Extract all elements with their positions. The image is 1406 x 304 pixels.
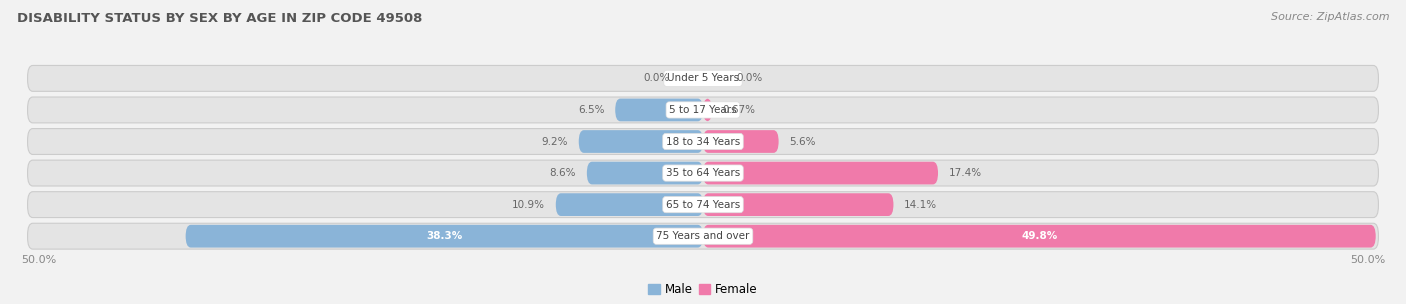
- Text: 49.8%: 49.8%: [1021, 231, 1057, 241]
- FancyBboxPatch shape: [28, 129, 1378, 154]
- Legend: Male, Female: Male, Female: [644, 278, 762, 301]
- Text: DISABILITY STATUS BY SEX BY AGE IN ZIP CODE 49508: DISABILITY STATUS BY SEX BY AGE IN ZIP C…: [17, 12, 422, 25]
- FancyBboxPatch shape: [616, 98, 703, 121]
- Text: 50.0%: 50.0%: [21, 255, 56, 265]
- FancyBboxPatch shape: [28, 65, 1378, 91]
- FancyBboxPatch shape: [703, 162, 938, 185]
- Text: 5.6%: 5.6%: [789, 136, 815, 147]
- Text: 38.3%: 38.3%: [426, 231, 463, 241]
- Text: 0.0%: 0.0%: [643, 73, 669, 83]
- Text: 17.4%: 17.4%: [949, 168, 981, 178]
- Text: 65 to 74 Years: 65 to 74 Years: [666, 200, 740, 210]
- Text: 0.0%: 0.0%: [737, 73, 763, 83]
- FancyBboxPatch shape: [703, 98, 711, 121]
- Text: 5 to 17 Years: 5 to 17 Years: [669, 105, 737, 115]
- Text: 35 to 64 Years: 35 to 64 Years: [666, 168, 740, 178]
- Text: 9.2%: 9.2%: [541, 136, 568, 147]
- Text: 18 to 34 Years: 18 to 34 Years: [666, 136, 740, 147]
- FancyBboxPatch shape: [579, 130, 703, 153]
- FancyBboxPatch shape: [186, 225, 703, 247]
- FancyBboxPatch shape: [703, 130, 779, 153]
- Text: Under 5 Years: Under 5 Years: [666, 73, 740, 83]
- Text: 6.5%: 6.5%: [578, 105, 605, 115]
- FancyBboxPatch shape: [28, 97, 1378, 123]
- FancyBboxPatch shape: [703, 193, 893, 216]
- FancyBboxPatch shape: [703, 225, 1375, 247]
- Text: 14.1%: 14.1%: [904, 200, 938, 210]
- Text: Source: ZipAtlas.com: Source: ZipAtlas.com: [1271, 12, 1389, 22]
- FancyBboxPatch shape: [28, 160, 1378, 186]
- Text: 50.0%: 50.0%: [1350, 255, 1385, 265]
- FancyBboxPatch shape: [555, 193, 703, 216]
- Text: 75 Years and over: 75 Years and over: [657, 231, 749, 241]
- FancyBboxPatch shape: [28, 192, 1378, 218]
- Text: 8.6%: 8.6%: [550, 168, 576, 178]
- Text: 10.9%: 10.9%: [512, 200, 546, 210]
- FancyBboxPatch shape: [28, 223, 1378, 249]
- Text: 0.67%: 0.67%: [723, 105, 756, 115]
- FancyBboxPatch shape: [586, 162, 703, 185]
